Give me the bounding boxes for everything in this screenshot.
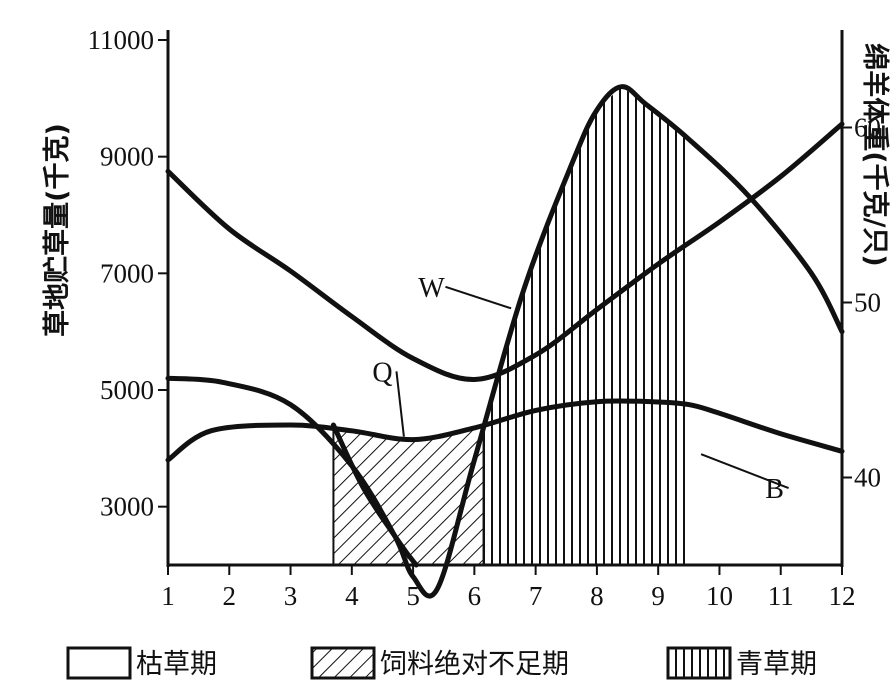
x-tick-label: 9: [651, 581, 665, 611]
x-tick-label: 6: [468, 581, 482, 611]
x-tick-label: 2: [223, 581, 237, 611]
y-right-tick-label: 60: [854, 113, 881, 143]
x-tick-label: 10: [706, 581, 733, 611]
legend: 枯草期 饲料绝对不足期 青草期: [66, 646, 817, 680]
x-tick-label: 7: [529, 581, 543, 611]
legend-label: 枯草期: [136, 649, 217, 680]
y-right-tick-label: 50: [854, 288, 881, 318]
x-tick-label: 5: [406, 581, 420, 611]
left-axis-title: 草地贮草量(千克): [41, 123, 73, 337]
right-axis-title: 绵羊体重(千克/只): [859, 43, 891, 267]
y-left-tick-label: 5000: [100, 375, 154, 405]
series-layer: [165, 84, 845, 599]
series-line-w: [165, 84, 845, 599]
curve-label-b: B: [765, 474, 784, 505]
y-right-tick-label: 40: [854, 463, 881, 493]
x-tick-label: 11: [768, 581, 794, 611]
legend-swatch-vertical: [666, 646, 732, 680]
x-tick-label: 1: [161, 581, 175, 611]
tick-layer: 1 2 3 4 5 6 7 8 9 10 11 121100090007000500030006050…: [88, 25, 882, 611]
legend-label: 青草期: [736, 649, 817, 680]
curve-label-w: W: [418, 273, 445, 304]
x-tick-label: 8: [590, 581, 604, 611]
band-vertical-2: [483, 88, 686, 565]
curve-label-q: Q: [372, 357, 392, 388]
legend-label: 饲料绝对不足期: [380, 649, 569, 680]
annotation-leader: [700, 453, 789, 490]
y-left-tick-label: 11000: [88, 25, 155, 55]
y-left-tick-label: 7000: [100, 258, 154, 288]
band-layer: [332, 88, 686, 565]
x-tick-label: 4: [345, 581, 359, 611]
annotation-leader: [445, 285, 512, 310]
annotation-leader: [395, 371, 405, 437]
y-left-tick-label: 3000: [100, 492, 154, 522]
legend-swatch-none: [66, 646, 132, 680]
band-diagonal-1: [333, 425, 484, 565]
y-left-tick-label: 9000: [100, 142, 154, 172]
x-tick-label: 12: [829, 581, 856, 611]
series-line-unnamed: [330, 422, 419, 568]
legend-swatch-diagonal: [310, 646, 376, 680]
annotation-layer: W Q B: [372, 273, 789, 505]
series-line-q: [165, 398, 845, 463]
x-tick-label: 3: [284, 581, 298, 611]
series-line-b: [165, 121, 845, 383]
